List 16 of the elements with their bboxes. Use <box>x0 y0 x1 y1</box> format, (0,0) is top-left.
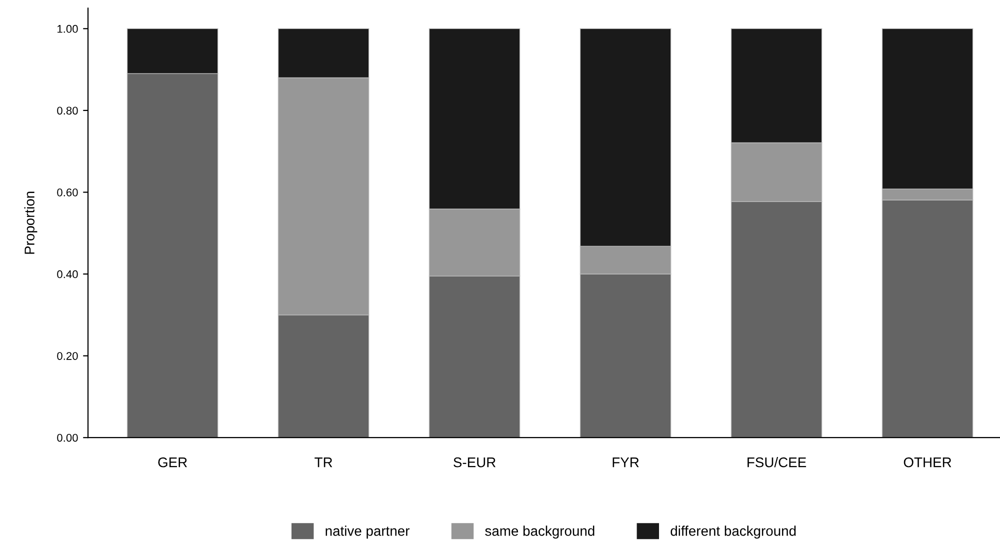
y-tick-label: 0.40 <box>57 270 78 278</box>
legend-label: different background <box>670 526 796 539</box>
y-tick-label: 0.80 <box>57 106 78 115</box>
legend-label: native partner <box>326 526 410 539</box>
x-tick-label: FYR <box>612 458 639 468</box>
x-tick-label: TR <box>314 458 332 468</box>
legend-label: same background <box>485 526 594 539</box>
y-axis-title: Proportion <box>24 192 38 254</box>
x-tick-label: OTHER <box>904 457 952 468</box>
y-tick-label: 0.60 <box>57 188 78 196</box>
y-tick-label: 0.20 <box>57 352 78 360</box>
y-tick-label: 0.00 <box>57 434 78 442</box>
x-tick-label: FSU/CEE <box>748 457 806 468</box>
x-tick-label: GER <box>158 457 187 468</box>
y-tick-label: 1.00 <box>58 24 78 33</box>
x-tick-label: S-EUR <box>454 457 496 468</box>
